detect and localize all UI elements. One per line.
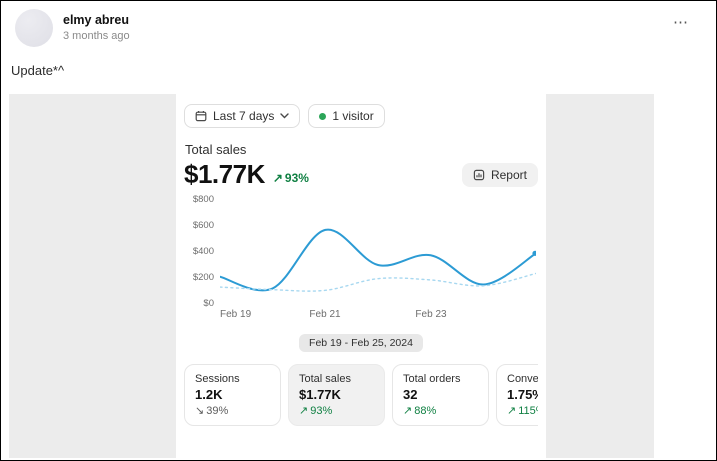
sales-chart-svg (220, 228, 536, 292)
metric-cards-row: Sessions 1.2K ↘ 39% Total sales $1.77K ↗ 9… (184, 364, 538, 426)
live-visitors-badge[interactable]: 1 visitor (308, 104, 385, 128)
metric-card-value: $1.77K (299, 387, 341, 402)
x-axis-tick: Feb 19 (220, 309, 252, 320)
metric-card-conversion[interactable]: Conversion 1.75% ↗115% (496, 364, 538, 426)
metric-change-value: 93% (284, 170, 309, 185)
report-button[interactable]: Report (461, 162, 538, 187)
metric-card-value: 32 (403, 387, 418, 402)
author-name[interactable]: elmy abreu (63, 13, 130, 27)
metric-card-change-value: 93% (310, 405, 333, 417)
date-range-label: Last 7 days (213, 109, 275, 123)
metric-card-total-sales[interactable]: Total sales $1.77K ↗ 93% (288, 364, 385, 426)
trend-up-icon: ↗ (507, 405, 517, 417)
live-visitor-dot-icon (319, 112, 327, 120)
post-timestamp: 3 months ago (63, 30, 130, 42)
metric-card-change: ↗115% (507, 404, 538, 417)
metric-card-value: 1.75% (507, 387, 538, 402)
y-axis-tick: $0 (203, 298, 214, 309)
y-axis-tick: $600 (192, 220, 214, 231)
metric-card-value: 1.2K (195, 387, 223, 402)
metric-value: $1.77K (184, 159, 265, 189)
y-axis-tick: $800 (192, 194, 214, 205)
trend-up-icon: ↗ (403, 405, 413, 417)
metric-card-sessions[interactable]: Sessions 1.2K ↘ 39% (184, 364, 281, 426)
live-visitors-label: 1 visitor (332, 109, 374, 123)
analytics-panel: Last 7 days 1 visitor Total sales $1.77K… (176, 94, 546, 458)
metric-card-change: ↘ 39% (195, 404, 270, 417)
trend-down-icon: ↘ (195, 405, 205, 417)
metric-card-label: Conversion (507, 373, 538, 385)
calendar-icon (195, 111, 207, 122)
date-range-button[interactable]: Last 7 days (184, 104, 301, 128)
sales-line-chart: $800 $600 $400 $200 $0 Feb 19 Feb 21 Feb… (184, 194, 538, 324)
metric-card-change: ↗ 88% (403, 404, 478, 417)
metric-card-label: Total orders (403, 373, 461, 385)
y-axis-tick: $400 (192, 246, 214, 257)
chart-date-range-badge: Feb 19 - Feb 25, 2024 (299, 334, 423, 352)
metric-card-change-value: 88% (414, 405, 437, 417)
x-axis-tick: Feb 23 (415, 309, 447, 320)
post-menu-button[interactable]: ⋯ (673, 14, 690, 31)
avatar[interactable] (15, 9, 53, 47)
dashboard-screenshot: Last 7 days 1 visitor Total sales $1.77K… (9, 94, 654, 458)
trend-up-icon: ↗ (272, 170, 283, 185)
chevron-down-icon (280, 113, 290, 119)
metric-card-label: Sessions (195, 373, 240, 385)
metric-card-change: ↗ 93% (299, 404, 374, 417)
controls-row: Last 7 days 1 visitor (184, 104, 538, 128)
metric-card-change-value: 115% (518, 405, 538, 417)
metric-card-label: Total sales (299, 373, 351, 385)
metric-title: Total sales (185, 142, 247, 157)
x-axis-tick: Feb 21 (309, 309, 341, 320)
y-axis-tick: $200 (192, 272, 214, 283)
post-body-text: Update*^ (11, 63, 65, 78)
metric-card-total-orders[interactable]: Total orders 32 ↗ 88% (392, 364, 489, 426)
metric-value-row: $1.77K ↗ 93% Report (184, 159, 538, 190)
report-icon (473, 169, 485, 180)
date-range-row: Feb 19 - Feb 25, 2024 (184, 333, 538, 352)
report-label: Report (490, 167, 527, 182)
metric-card-change-value: 39% (206, 405, 229, 417)
trend-up-icon: ↗ (299, 405, 309, 417)
metric-change-badge: ↗ 93% (273, 171, 309, 185)
